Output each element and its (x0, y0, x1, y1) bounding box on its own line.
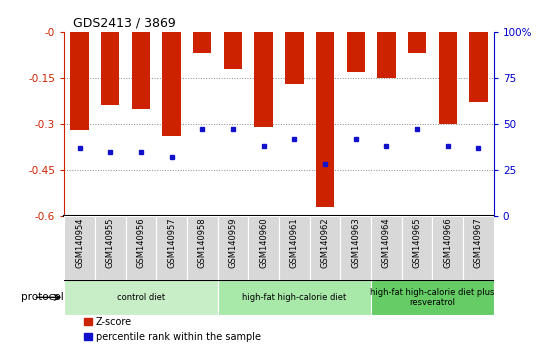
Bar (187, 216, 218, 280)
Bar (316, 32, 334, 207)
Bar (463, 216, 494, 280)
Bar (371, 280, 494, 315)
Text: high-fat high-calorie diet plus
resveratrol: high-fat high-calorie diet plus resverat… (371, 288, 494, 307)
Text: protocol: protocol (21, 292, 64, 302)
Text: GSM140955: GSM140955 (105, 217, 115, 268)
Bar (95, 216, 126, 280)
Text: GSM140966: GSM140966 (443, 217, 453, 268)
Bar (224, 32, 242, 69)
Text: GSM140957: GSM140957 (167, 217, 176, 268)
Text: GSM140964: GSM140964 (382, 217, 391, 268)
Text: GSM140959: GSM140959 (228, 217, 238, 268)
Bar (101, 32, 119, 105)
Text: GSM140956: GSM140956 (136, 217, 146, 268)
Bar (285, 32, 304, 84)
Legend: Z-score, percentile rank within the sample: Z-score, percentile rank within the samp… (80, 313, 264, 346)
Bar (70, 32, 89, 130)
Bar (347, 32, 365, 72)
Bar (64, 280, 218, 315)
Bar (132, 32, 150, 109)
Text: GSM140962: GSM140962 (320, 217, 330, 268)
Text: GDS2413 / 3869: GDS2413 / 3869 (73, 16, 176, 29)
Bar (377, 32, 396, 78)
Text: GSM140961: GSM140961 (290, 217, 299, 268)
Bar (279, 216, 310, 280)
Bar (340, 216, 371, 280)
Bar (193, 32, 211, 53)
Text: GSM140954: GSM140954 (75, 217, 84, 268)
Text: control diet: control diet (117, 293, 165, 302)
Bar (439, 32, 457, 124)
Bar (310, 216, 340, 280)
Bar (469, 32, 488, 102)
Bar (248, 216, 279, 280)
Bar (218, 216, 248, 280)
Bar (218, 280, 371, 315)
Text: GSM140960: GSM140960 (259, 217, 268, 268)
Bar (126, 216, 156, 280)
Bar (162, 32, 181, 136)
Bar (408, 32, 426, 53)
Text: GSM140965: GSM140965 (412, 217, 422, 268)
Text: GSM140963: GSM140963 (351, 217, 360, 268)
Bar (64, 216, 95, 280)
Text: GSM140967: GSM140967 (474, 217, 483, 268)
Bar (156, 216, 187, 280)
Text: high-fat high-calorie diet: high-fat high-calorie diet (242, 293, 347, 302)
Bar (432, 216, 463, 280)
Bar (371, 216, 402, 280)
Text: GSM140958: GSM140958 (198, 217, 207, 268)
Bar (254, 32, 273, 127)
Bar (402, 216, 432, 280)
